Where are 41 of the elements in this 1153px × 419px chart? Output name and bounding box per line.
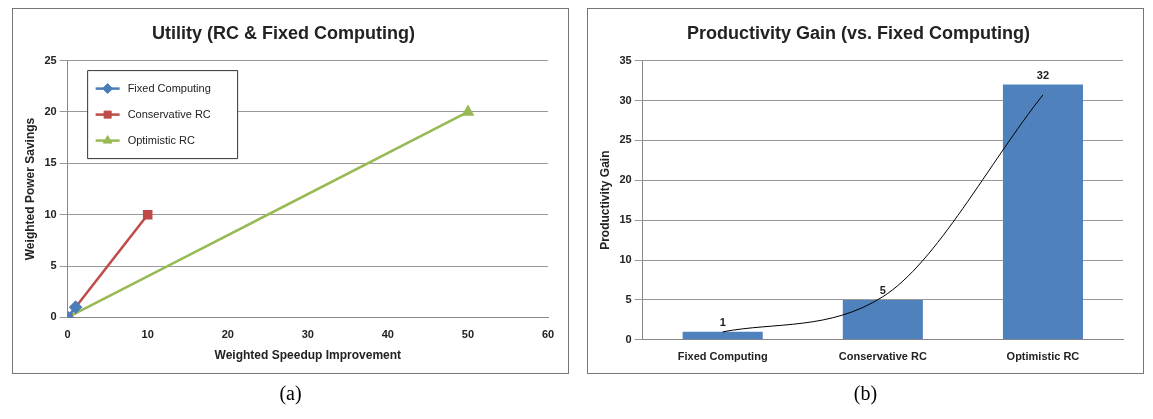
x-tick-label: Conservative RC — [838, 350, 927, 363]
y-tick-label: 25 — [44, 53, 57, 66]
y-tick-label: 15 — [44, 156, 57, 169]
y-tick-label: 5 — [625, 292, 632, 305]
legend-label: Optimistic RC — [127, 133, 195, 146]
legend-label: Conservative RC — [127, 107, 211, 120]
y-tick-label: 25 — [619, 133, 632, 146]
y-tick-label: 5 — [50, 259, 57, 272]
y-axis-title: Productivity Gain — [597, 150, 612, 250]
bar — [1002, 84, 1083, 340]
chart-title: Productivity Gain (vs. Fixed Computing) — [686, 22, 1031, 43]
x-tick-label: Fixed Computing — [677, 350, 768, 363]
y-tick-label: 10 — [44, 207, 57, 220]
chart-title: Utility (RC & Fixed Computing) — [152, 22, 415, 43]
text: (b) — [852, 382, 879, 405]
x-tick-label: 20 — [221, 328, 234, 341]
data-label: 5 — [879, 283, 886, 296]
y-tick-label: 10 — [619, 253, 632, 266]
y-tick-label: 15 — [619, 213, 632, 226]
bar — [682, 331, 763, 340]
x-tick-label: 60 — [541, 328, 555, 341]
y-tick-label: 20 — [619, 173, 632, 186]
y-tick-label: 20 — [44, 104, 57, 117]
y-tick-label: 0 — [50, 310, 57, 323]
legend-label: Fixed Computing — [127, 81, 211, 94]
x-axis-title: Weighted Speedup Improvement — [214, 348, 402, 363]
x-tick-label: 10 — [141, 328, 154, 341]
data-label: 32 — [1036, 68, 1050, 81]
x-tick-label: 30 — [301, 328, 314, 341]
data-label: 1 — [719, 315, 726, 328]
point — [142, 209, 153, 220]
y-tick-label: 30 — [619, 93, 632, 106]
x-tick-label: Optimistic RC — [1006, 350, 1080, 363]
x-tick-label: 50 — [461, 328, 475, 341]
x-tick-label: 0 — [64, 328, 71, 341]
x-tick-label: 40 — [381, 328, 394, 341]
y-tick-label: 35 — [619, 53, 632, 66]
point — [69, 300, 82, 314]
bar — [842, 299, 923, 340]
y-axis-title: Weighted Power Savings — [22, 117, 37, 261]
text: (a) — [278, 382, 303, 405]
